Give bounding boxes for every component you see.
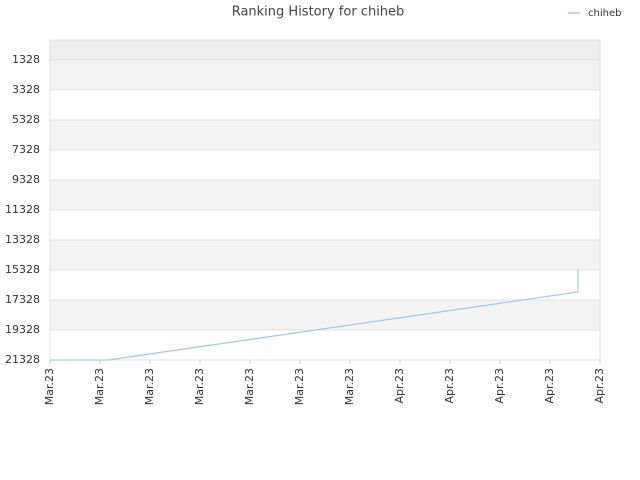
plot-band <box>50 299 600 330</box>
line <box>50 268 579 361</box>
x-tick-label: Apr.23 <box>543 368 556 404</box>
x-tick-label: Mar.23 <box>293 368 306 405</box>
plot-band <box>50 40 600 60</box>
plot-band <box>50 89 600 120</box>
y-tick-label: 13328 <box>5 233 40 246</box>
chart-title: Ranking History for chiheb <box>232 5 405 20</box>
y-tick-label: 17328 <box>5 293 40 306</box>
x-tick-label: Mar.23 <box>43 368 56 405</box>
y-tick-label: 5328 <box>12 113 40 126</box>
x-tick-label: Mar.23 <box>193 368 206 405</box>
y-tick-label: 15328 <box>5 263 40 276</box>
y-tick-label: 19328 <box>5 323 40 336</box>
y-tick-label: 1328 <box>12 53 40 66</box>
y-tick-label: 11328 <box>5 203 40 216</box>
plot-band <box>50 149 600 180</box>
plot-band <box>50 59 600 90</box>
x-tick-label: Mar.23 <box>93 368 106 405</box>
plot-band <box>50 179 600 210</box>
plot-band <box>50 329 600 360</box>
y-tick-label: 3328 <box>12 83 40 96</box>
x-tick-label: Apr.23 <box>593 368 606 404</box>
y-tick-label: 7328 <box>12 143 40 156</box>
plot-band <box>50 269 600 300</box>
plot-band <box>50 239 600 270</box>
y-tick-label: 21328 <box>5 353 40 366</box>
x-tick-label: Apr.23 <box>393 368 406 404</box>
x-tick-label: Mar.23 <box>143 368 156 405</box>
x-tick-label: Apr.23 <box>493 368 506 404</box>
x-tick-label: Mar.23 <box>243 368 256 405</box>
legend-label: chiheb <box>588 8 621 19</box>
y-tick-label: 9328 <box>12 173 40 186</box>
x-tick-label: Mar.23 <box>343 368 356 405</box>
plot-band <box>50 209 600 240</box>
plot-band <box>50 119 600 150</box>
x-tick-label: Apr.23 <box>443 368 456 404</box>
